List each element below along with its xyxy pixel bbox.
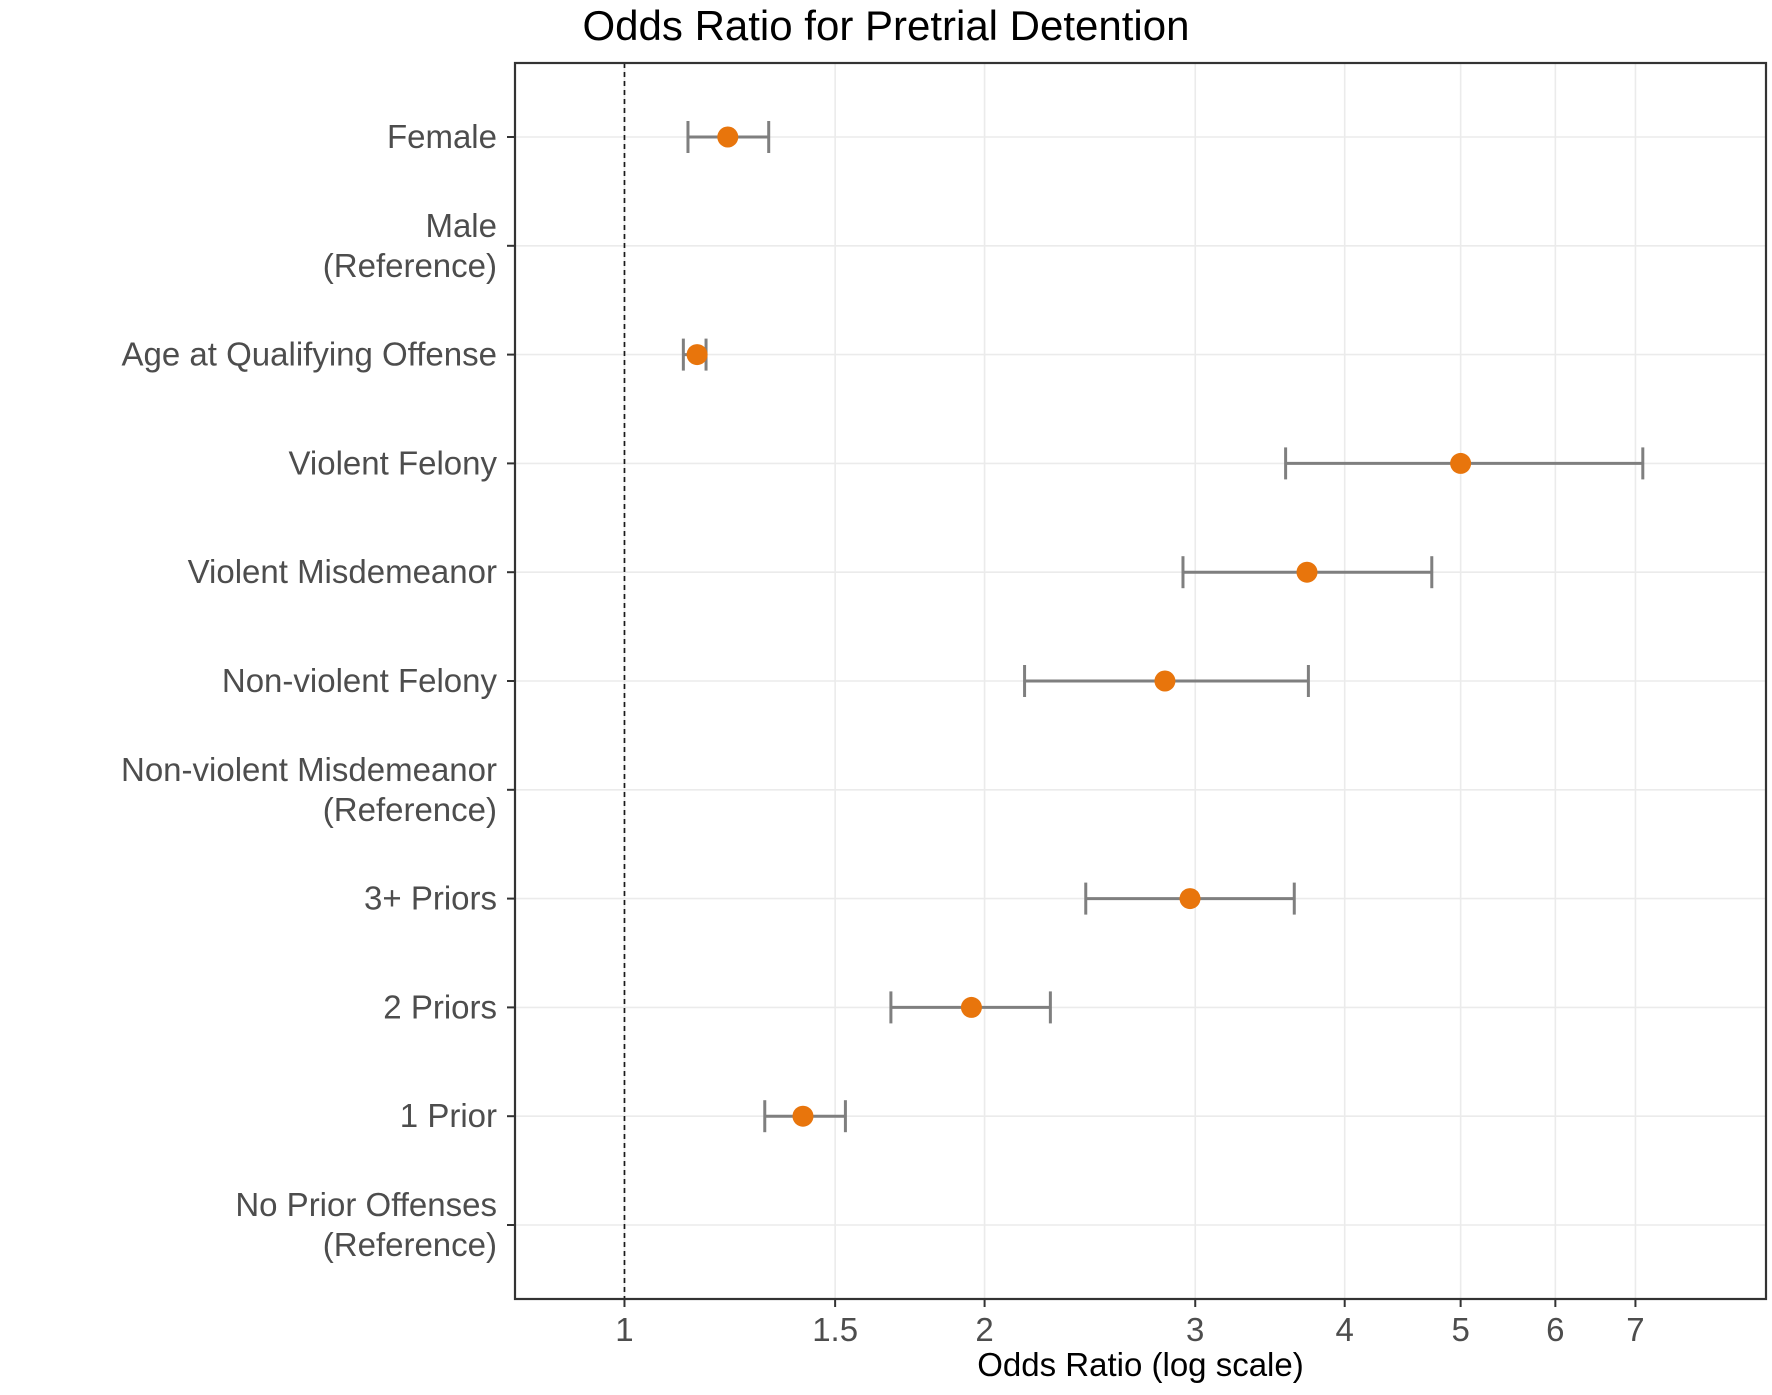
y-axis-label-violent-felony: Violent Felony — [288, 444, 497, 481]
point-2-priors — [960, 996, 982, 1018]
y-axis-label-1-prior: 1 Prior — [400, 1097, 497, 1134]
point-1-prior — [792, 1105, 814, 1127]
y-axis-label-male: Male (Reference) — [323, 207, 497, 284]
y-axis-label-violent-misdemeanor: Violent Misdemeanor — [188, 553, 497, 590]
x-tick-label-6: 6 — [1546, 1311, 1564, 1348]
x-tick-label-5: 5 — [1451, 1311, 1469, 1348]
y-axis-label-2-priors: 2 Priors — [383, 988, 497, 1025]
y-axis-label-age-at-qualifying-offense: Age at Qualifying Offense — [122, 336, 497, 373]
y-axis-label-3plus-priors: 3+ Priors — [364, 880, 497, 917]
point-age-at-qualifying-offense — [686, 344, 708, 366]
y-axis-label-non-violent-misdemeanor: Non-violent Misdemeanor (Reference) — [121, 751, 497, 828]
x-tick-label-3: 3 — [1186, 1311, 1204, 1348]
x-axis-title: Odds Ratio (log scale) — [977, 1346, 1304, 1383]
point-non-violent-felony — [1154, 670, 1176, 692]
point-3plus-priors — [1179, 888, 1201, 910]
point-violent-felony — [1450, 452, 1472, 474]
chart-title: Odds Ratio for Pretrial Detention — [582, 2, 1190, 49]
x-tick-label-1: 1 — [615, 1311, 633, 1348]
x-tick-label-2: 2 — [975, 1311, 993, 1348]
x-tick-label-7: 7 — [1626, 1311, 1644, 1348]
x-tick-label-1.5: 1.5 — [812, 1311, 858, 1348]
y-axis-label-no-prior-offenses: No Prior Offenses (Reference) — [235, 1186, 497, 1263]
x-tick-label-4: 4 — [1336, 1311, 1354, 1348]
y-axis-label-non-violent-felony: Non-violent Felony — [222, 662, 498, 699]
y-axis-label-female: Female — [387, 118, 497, 155]
point-female — [717, 126, 739, 148]
point-violent-misdemeanor — [1296, 561, 1318, 583]
